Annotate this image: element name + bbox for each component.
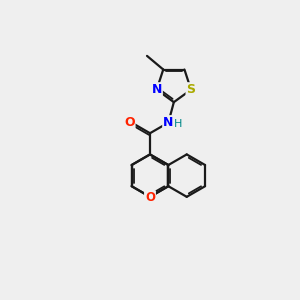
Text: O: O xyxy=(124,116,135,129)
Text: S: S xyxy=(187,83,196,96)
Text: N: N xyxy=(152,83,162,96)
Text: O: O xyxy=(145,191,155,204)
Text: N: N xyxy=(163,116,173,129)
Text: H: H xyxy=(174,119,182,129)
